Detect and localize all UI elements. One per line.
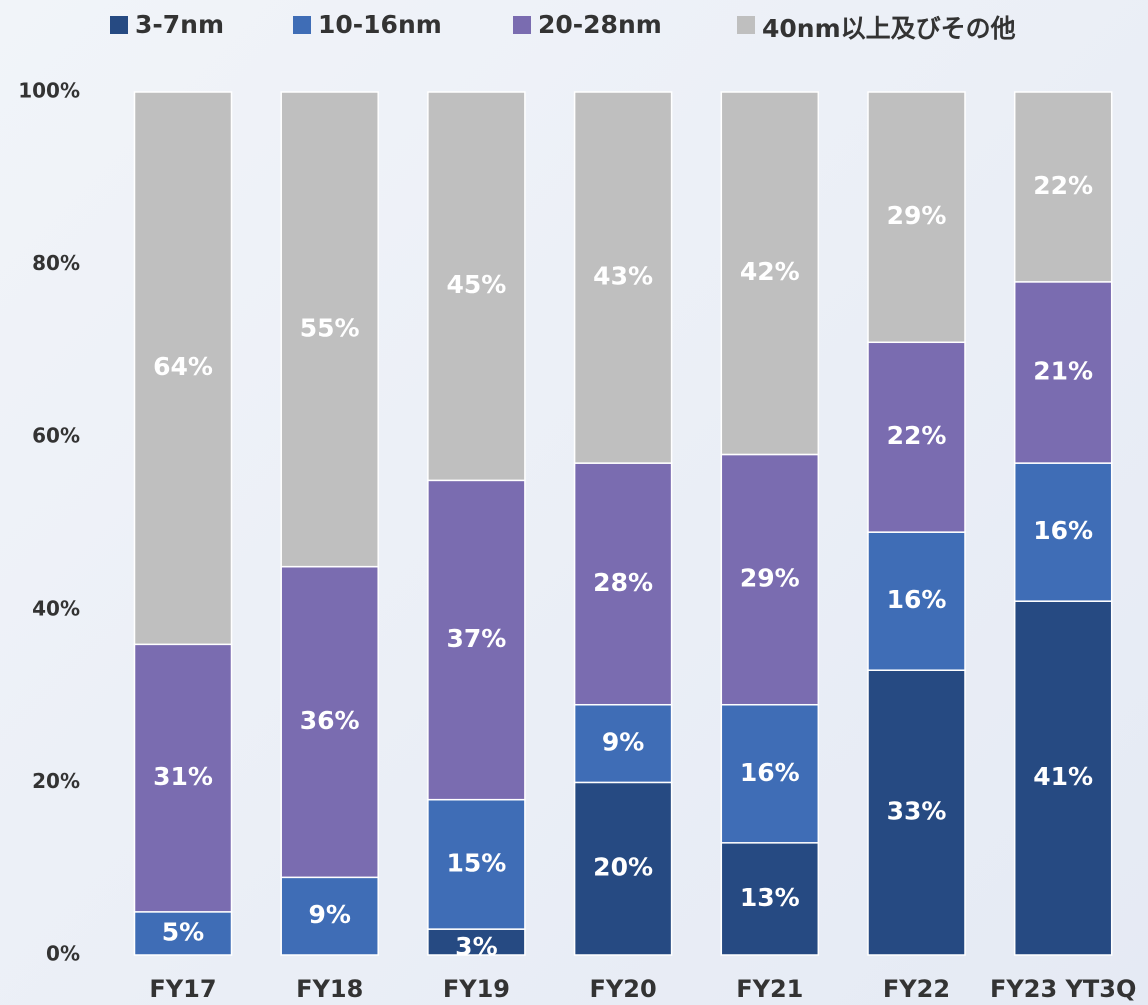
bar-segment	[133, 911, 233, 956]
bar-segment	[867, 669, 966, 956]
legend-swatch	[737, 16, 755, 34]
legend-swatch	[293, 16, 311, 34]
y-tick-label: 40%	[32, 596, 80, 620]
bar-segment	[573, 781, 673, 956]
data-label: 16%	[1033, 516, 1093, 545]
data-label: 28%	[593, 568, 653, 597]
data-label: 21%	[1033, 356, 1093, 385]
bar-segment	[867, 531, 966, 671]
data-label: 13%	[740, 883, 800, 912]
bar-segment	[573, 462, 673, 706]
data-label: 9%	[602, 728, 644, 757]
bar-segment	[867, 341, 966, 533]
bar-segment	[1013, 600, 1113, 956]
data-label: 22%	[887, 421, 947, 450]
legend-swatch	[513, 16, 531, 34]
bar-segment	[573, 91, 673, 464]
data-label: 43%	[593, 262, 653, 291]
bar-segment	[1013, 281, 1113, 464]
x-tick-label: FY17	[149, 975, 216, 1003]
legend-label: 10-16nm	[318, 10, 442, 39]
legend-label: 3-7nm	[135, 10, 224, 39]
bar-segment	[133, 643, 233, 913]
legend-label: 20-28nm	[538, 10, 662, 39]
data-label: 41%	[1033, 762, 1093, 791]
bar-segment	[720, 703, 820, 844]
x-tick-label: FY23 YT3Q	[990, 975, 1136, 1003]
y-tick-label: 100%	[18, 79, 80, 103]
bar-segment	[720, 842, 820, 956]
data-label: 64%	[153, 352, 213, 381]
data-label: 29%	[887, 201, 947, 230]
data-label: 22%	[1033, 171, 1093, 200]
legend-label: 40nm以上及びその他	[762, 14, 1016, 43]
bar-segment	[427, 479, 526, 801]
data-label: 45%	[446, 270, 506, 299]
data-label: 20%	[593, 853, 653, 882]
bar-segment	[427, 928, 526, 956]
data-label: 42%	[740, 257, 800, 286]
x-tick-label: FY20	[590, 975, 657, 1003]
bar-segment	[280, 565, 379, 879]
data-label: 33%	[887, 797, 947, 826]
x-tick-label: FY21	[736, 975, 803, 1003]
bar-segment	[280, 91, 379, 568]
data-label: 3%	[455, 932, 497, 961]
bar-segment	[280, 876, 379, 956]
x-tick-label: FY18	[296, 975, 363, 1003]
y-tick-label: 80%	[32, 251, 80, 275]
data-label: 16%	[887, 585, 947, 614]
data-label: 16%	[740, 758, 800, 787]
bar-segment	[1013, 91, 1113, 283]
bar-segment	[867, 91, 966, 344]
bar-segment	[573, 703, 673, 784]
x-tick-label: FY19	[443, 975, 510, 1003]
data-label: 15%	[446, 848, 506, 877]
y-tick-label: 20%	[32, 769, 80, 793]
bar-segment	[720, 453, 820, 706]
x-tick-label: FY22	[883, 975, 950, 1003]
y-tick-label: 60%	[32, 424, 80, 448]
data-label: 31%	[153, 762, 213, 791]
y-tick-label: 0%	[46, 942, 80, 966]
bar-segment	[1013, 462, 1113, 602]
data-label: 36%	[300, 706, 360, 735]
data-label: 37%	[446, 624, 506, 653]
data-label: 29%	[740, 564, 800, 593]
legend-swatch	[110, 16, 128, 34]
bar-segment	[133, 91, 233, 646]
data-label: 9%	[308, 900, 350, 929]
bar-segment	[427, 798, 526, 930]
bar-segment	[720, 91, 820, 456]
data-label: 5%	[162, 917, 204, 946]
data-label: 55%	[300, 313, 360, 342]
bar-segment	[427, 91, 526, 482]
